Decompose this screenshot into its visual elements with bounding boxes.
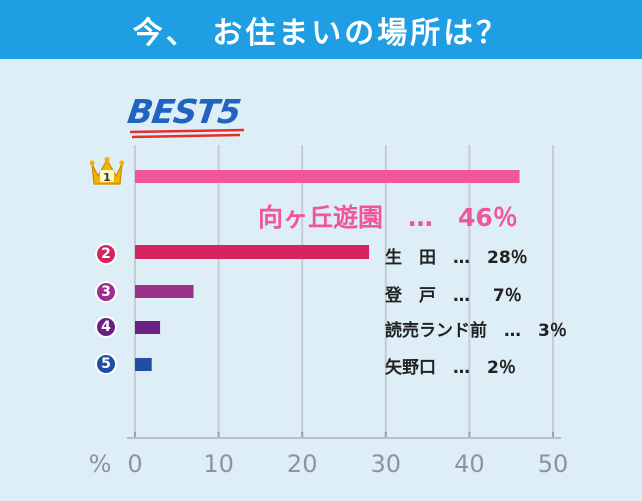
rank-5-label: 矢野口 … 2％: [385, 358, 516, 378]
rank-1-number: 1: [103, 171, 111, 184]
bar-3: [135, 285, 194, 298]
bar-4: [135, 321, 161, 334]
x-tick-label: 20: [287, 450, 318, 478]
bar-2: [135, 245, 370, 259]
rank-3-badge: 3: [95, 281, 117, 303]
x-tick-label: 10: [203, 450, 234, 478]
rank-3-label: 登 戸 … 7％: [385, 286, 522, 306]
bar-5: [135, 358, 152, 371]
x-tick-label: 50: [538, 450, 569, 478]
x-tick-label: 30: [371, 450, 402, 478]
rank-4-label: 読売ランド前 … 3％: [385, 321, 567, 341]
crown-icon: 1: [90, 156, 124, 185]
rank-2-badge: 2: [95, 243, 117, 265]
rank-5-badge: 5: [95, 353, 117, 375]
x-tick-label: 0: [127, 450, 142, 478]
rank-1-label: 向ヶ丘遊園 … 46％: [258, 203, 518, 232]
bar-1: [135, 170, 520, 183]
x-axis-unit-label: %: [89, 450, 112, 478]
rank-2-label: 生 田 … 28％: [385, 248, 528, 268]
page-title: 今、 お住まいの場所は？: [0, 0, 642, 59]
best5-underline: [129, 128, 245, 139]
rank-4-badge: 4: [95, 316, 117, 338]
x-tick-label: 40: [454, 450, 485, 478]
